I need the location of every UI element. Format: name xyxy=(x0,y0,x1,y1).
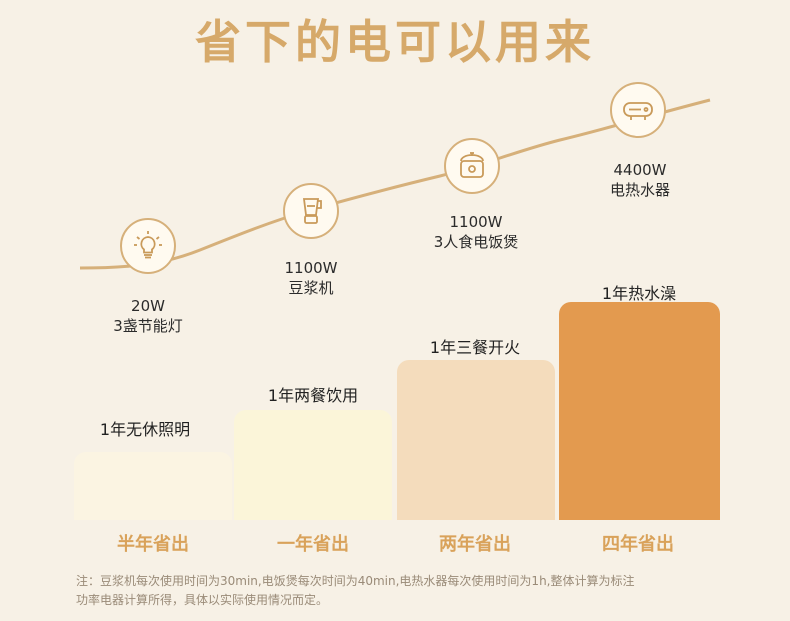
bar-half-year xyxy=(74,452,232,520)
page-title: 省下的电可以用来 xyxy=(195,15,595,69)
period-one-year: 一年省出 xyxy=(277,534,349,555)
period-half-year: 半年省出 xyxy=(117,534,189,555)
bar-label-half-year: 1年无休照明 xyxy=(99,420,191,439)
period-four-years: 四年省出 xyxy=(602,534,674,555)
footnote-line-1: 注：豆浆机每次使用时间为30min,电饭煲每次时间为40min,电热水器每次使用… xyxy=(76,574,635,588)
appliance-power: 1100W xyxy=(284,259,338,277)
appliance-spec-3: 1100W 3人食电饭煲 xyxy=(406,212,546,252)
appliance-name: 3人食电饭煲 xyxy=(433,233,519,251)
appliance-spec-2: 1100W 豆浆机 xyxy=(241,258,381,298)
bar-label-one-year: 1年两餐饮用 xyxy=(267,386,359,405)
appliance-name: 电热水器 xyxy=(609,181,670,199)
bar-two-years xyxy=(397,360,555,520)
lightbulb-icon xyxy=(120,218,176,274)
bar-label-four-years: 1年热水澡 xyxy=(601,284,677,303)
appliance-name: 豆浆机 xyxy=(288,279,334,297)
appliance-power: 4400W xyxy=(613,161,667,179)
appliance-power: 1100W xyxy=(449,213,503,231)
rice-cooker-icon xyxy=(444,138,500,194)
appliance-spec-4: 4400W 电热水器 xyxy=(570,160,710,200)
footnote: 注：豆浆机每次使用时间为30min,电饭煲每次时间为40min,电热水器每次使用… xyxy=(76,572,736,610)
appliance-power: 20W xyxy=(131,297,165,315)
footnote-line-2: 功率电器计算所得，具体以实际使用情况而定。 xyxy=(76,593,329,607)
bar-one-year xyxy=(234,410,392,520)
bar-label-two-years: 1年三餐开火 xyxy=(429,338,521,357)
appliance-spec-1: 20W 3盏节能灯 xyxy=(78,296,218,336)
blender-icon xyxy=(283,183,339,239)
bar-four-years xyxy=(559,302,720,520)
period-two-years: 两年省出 xyxy=(439,534,511,555)
water-heater-icon xyxy=(610,82,666,138)
appliance-name: 3盏节能灯 xyxy=(113,317,183,335)
